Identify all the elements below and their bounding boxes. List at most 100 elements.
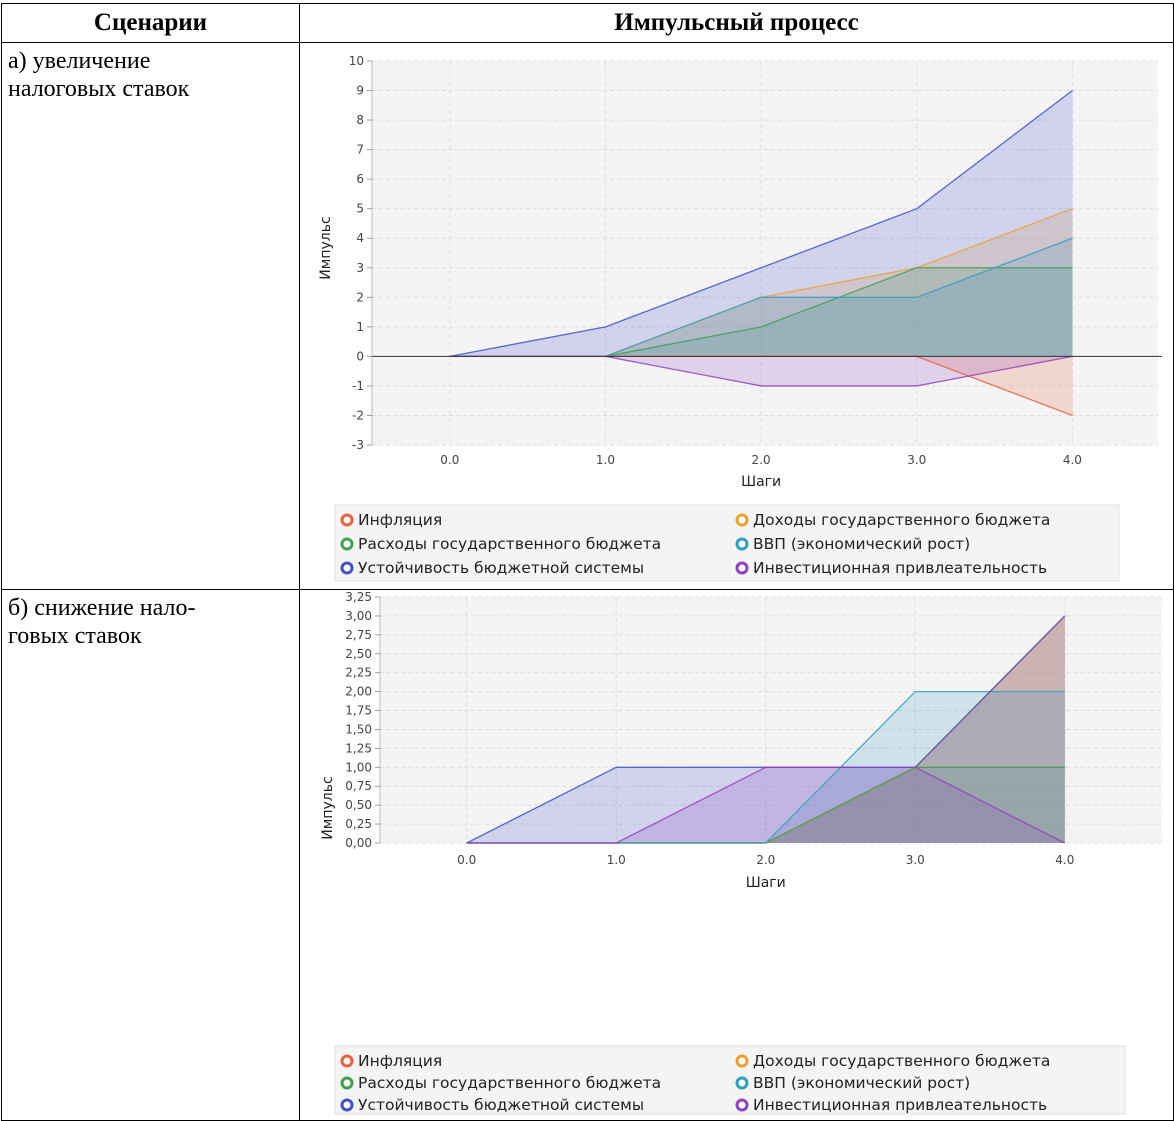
series-line	[449, 90, 1073, 358]
series-area	[466, 691, 1065, 843]
header-row: Сценарии Импульсный процесс	[1, 3, 1174, 43]
legend: Инфляция Доходы государственного бюджета Р…	[334, 504, 1120, 582]
y-tick-label: 7	[356, 143, 364, 157]
plot-background	[380, 597, 1162, 843]
y-tick-label: 5	[356, 202, 364, 216]
legend-label: ВВП (экономический рост)	[753, 535, 970, 553]
x-tick-label: 3.0	[906, 853, 925, 867]
y-tick-label: 0,25	[345, 817, 372, 831]
y-tick-label: -1	[352, 379, 364, 393]
scenario-table: Сценарии Импульсный процесс а) увеличени…	[1, 3, 1174, 1121]
legend-marker	[340, 1054, 354, 1068]
legend-marker	[340, 1076, 354, 1090]
legend-label: Расходы государственного бюджета	[358, 1074, 661, 1092]
x-tick-label: 1.0	[596, 453, 615, 467]
x-tick-label: 3.0	[907, 453, 926, 467]
y-tick-label: 0	[356, 349, 364, 363]
impulse-chart-a: -3 -2 -1 0 1 2 3 4 5 6 7 8 9 10 0.0 1.0 2.0 3.0 4.0 Шаги Имп…	[318, 54, 1162, 582]
legend-marker	[735, 1098, 749, 1112]
legend-marker	[735, 1076, 749, 1090]
y-tick-label: 2,00	[345, 685, 372, 699]
y-tick-label: 3	[356, 261, 364, 275]
legend-marker	[735, 1054, 749, 1068]
x-axis-title: Шаги	[746, 875, 786, 891]
chart-cell-a: -3 -2 -1 0 1 2 3 4 5 6 7 8 9 10 0.0 1.0 2.0 3.0 4.0 Шаги Имп…	[299, 42, 1174, 590]
legend-label: Устойчивость бюджетной системы	[358, 1096, 644, 1114]
scenario-row-b: б) снижение нало- говых ставок 0,00 0,25 0…	[1, 589, 1174, 1121]
scenario-row-a: а) увеличение налоговых ставок -3 -2 -1 0 1 2…	[1, 42, 1174, 590]
legend-marker	[340, 513, 354, 527]
series-area	[449, 356, 1073, 386]
legend-marker	[735, 537, 749, 551]
legend-label: ВВП (экономический рост)	[753, 1074, 970, 1092]
y-tick-label: 2,50	[345, 647, 372, 661]
scenario-b-line2: говых ставок	[8, 623, 142, 649]
y-tick-label: 1	[356, 320, 364, 334]
series-area	[449, 208, 1073, 357]
y-axis-title: Импульс	[320, 776, 336, 839]
legend-marker	[340, 1098, 354, 1112]
x-axis-title: Шаги	[741, 474, 781, 490]
scenario-label-a: а) увеличение налоговых ставок	[1, 42, 300, 590]
x-tick-label: 0.0	[457, 853, 476, 867]
series-area	[466, 615, 1065, 843]
scenario-a-line1: а) увеличение	[8, 48, 151, 74]
legend-marker	[735, 513, 749, 527]
y-tick-label: 10	[349, 54, 364, 68]
y-tick-label: 0,00	[345, 836, 372, 850]
series-area	[466, 615, 1065, 843]
legend-box	[334, 1045, 1126, 1115]
series-lines	[466, 615, 1066, 844]
series-area	[466, 767, 1065, 843]
x-tick-label: 4.0	[1063, 453, 1082, 467]
legend-label: Инвестиционная привлеательность	[753, 1096, 1047, 1114]
impulse-chart-b: 0,00 0,25 0,50 0,75 1,00 1,25 1,50 1,75 2,00 2,25…	[320, 590, 1162, 1115]
y-tick-label: 2,25	[345, 666, 372, 680]
y-tick-label: 3,00	[345, 609, 372, 623]
scenario-a-line2: налоговых ставок	[8, 76, 190, 102]
y-axis-title: Импульс	[318, 216, 334, 279]
header-process: Импульсный процесс	[299, 3, 1174, 43]
series-areas	[449, 90, 1073, 416]
y-tick-label: 0,50	[345, 798, 372, 812]
x-tick-label: 2.0	[756, 853, 775, 867]
legend-label: Расходы государственного бюджета	[358, 535, 661, 553]
y-tick-label: 1,00	[345, 760, 372, 774]
legend-label: Доходы государственного бюджета	[753, 511, 1050, 529]
scenario-label-b: б) снижение нало- говых ставок	[1, 589, 300, 1121]
x-tick-label: 4.0	[1055, 853, 1074, 867]
y-tick-label: 3,25	[345, 590, 372, 604]
series-line	[466, 766, 1066, 844]
legend-box	[334, 504, 1120, 582]
chart-cell-b: 0,00 0,25 0,50 0,75 1,00 1,25 1,50 1,75 2,00 2,25…	[299, 589, 1174, 1121]
series-area	[466, 615, 1065, 843]
legend-label: Доходы государственного бюджета	[753, 1052, 1050, 1070]
legend: Инфляция Доходы государственного бюджета Р…	[334, 1045, 1126, 1115]
series-area	[449, 356, 1073, 416]
legend-marker	[340, 537, 354, 551]
y-tick-label: 8	[356, 113, 364, 127]
y-tick-label: 9	[356, 84, 364, 98]
legend-label: Инвестиционная привлеательность	[753, 559, 1047, 577]
y-tick-label: 1,50	[345, 722, 372, 736]
series-area	[449, 90, 1073, 357]
x-tick-label: 1.0	[607, 853, 626, 867]
x-tick-label: 2.0	[752, 453, 771, 467]
series-area	[449, 267, 1073, 357]
y-tick-label: 6	[356, 172, 364, 186]
header-scenarios: Сценарии	[1, 3, 300, 43]
y-tick-label: -3	[352, 438, 364, 452]
legend-label: Инфляция	[358, 511, 442, 529]
y-tick-label: 1,25	[345, 741, 372, 755]
legend-label: Устойчивость бюджетной системы	[358, 559, 644, 577]
y-tick-label: 0,75	[345, 779, 372, 793]
legend-marker	[735, 561, 749, 575]
scenario-b-line1: б) снижение нало-	[8, 595, 196, 621]
y-tick-label: -2	[352, 408, 364, 422]
series-area	[466, 767, 1065, 843]
y-tick-label: 2	[356, 290, 364, 304]
series-area	[449, 238, 1073, 357]
series-areas	[466, 615, 1065, 843]
y-tick-label: 1,75	[345, 704, 372, 718]
y-tick-label: 4	[356, 231, 364, 245]
